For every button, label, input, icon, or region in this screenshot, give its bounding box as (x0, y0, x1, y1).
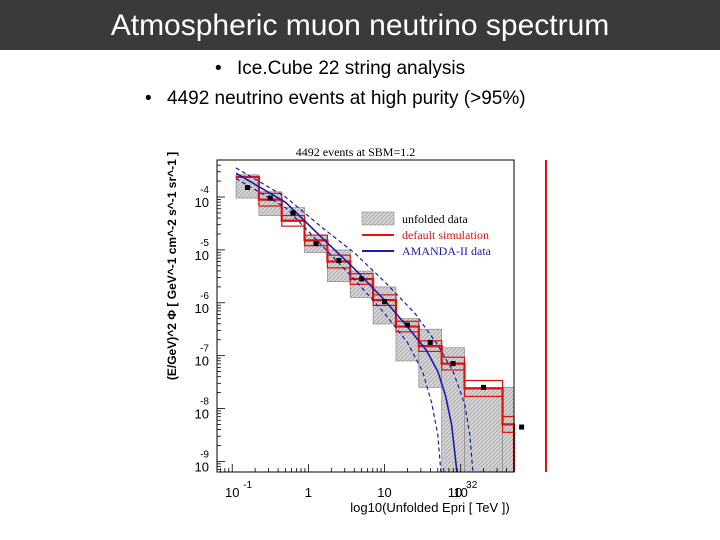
bullet-dot: • (145, 88, 152, 109)
bullet-text: Ice.Cube 22 string analysis (237, 58, 466, 79)
y-tick-label: 10 (195, 301, 209, 316)
unfolded-data-box (464, 387, 503, 473)
x-tick-label: 10 (225, 485, 239, 500)
data-point (336, 257, 342, 263)
legend-label: unfolded data (402, 212, 468, 226)
y-tick-exponent: -5 (200, 238, 209, 249)
bullet-text: 4492 neutrino events at high purity (>95… (167, 88, 526, 109)
unfolded-data-bands (217, 160, 515, 473)
data-point (290, 210, 296, 216)
data-point (519, 424, 525, 430)
data-point (450, 361, 456, 367)
bullet-item: • 4492 neutrino events at high purity (>9… (145, 88, 526, 110)
y-tick-exponent: -6 (200, 291, 209, 302)
chart-text: 4492 events at SBM=1.210 -1 1 10 10 210 310-41… (165, 145, 510, 515)
x-tick-exponent: -1 (243, 480, 252, 491)
unfolded-data-box (502, 387, 515, 473)
x-axis-label: log10(Unfolded Epri [ TeV ]) (350, 500, 509, 515)
data-point (404, 322, 410, 328)
x-tick-label: 10 (453, 485, 467, 500)
data-point (481, 384, 487, 390)
y-tick-exponent: -4 (200, 185, 209, 196)
amanda-central-line (235, 172, 458, 473)
x-tick-exponent: 3 (466, 480, 472, 491)
data-point (359, 276, 365, 282)
x-tick-exponent: 2 (472, 480, 478, 491)
y-tick-label: 10 (195, 248, 209, 263)
y-axis-label: (E/GeV)^2 Φ [ GeV^-1 cm^-2 s^-1 sr^-1 ] (165, 152, 179, 380)
bullet-item: • Ice.Cube 22 string analysis (215, 58, 465, 80)
legend-label: default simulation (402, 228, 489, 242)
data-point (382, 299, 388, 305)
amanda-lower-bound (235, 177, 442, 473)
unfolded-data-box (441, 347, 465, 473)
y-tick-label: 10 (195, 354, 209, 369)
amanda-upper-bound (235, 167, 474, 473)
x-tick-label: 1 (305, 485, 312, 500)
y-tick-label: 10 (195, 195, 209, 210)
legend: unfolded data default simulation AMANDA-II… (361, 211, 492, 258)
y-tick-exponent: -9 (200, 449, 209, 460)
slide-title: Atmospheric muon neutrino spectrum (0, 0, 720, 50)
y-tick-exponent: -8 (200, 397, 209, 408)
legend-label: AMANDA-II data (402, 244, 492, 258)
data-point (313, 241, 319, 247)
plot-border (216, 159, 515, 473)
data-point (267, 195, 273, 201)
y-tick-exponent: -7 (200, 344, 209, 355)
chart-title: 4492 events at SBM=1.2 (296, 145, 415, 159)
y-tick-label: 10 (195, 459, 209, 474)
data-point (244, 184, 250, 190)
x-tick-label: 10 (448, 485, 462, 500)
plot-frame (216, 159, 515, 473)
bullet-dot: • (215, 58, 222, 79)
x-tick-label: 10 (377, 485, 391, 500)
data-points (244, 184, 525, 430)
y-tick-label: 10 (195, 407, 209, 422)
legend-swatch-box (361, 211, 395, 226)
data-point (427, 339, 433, 345)
amanda-ii-curves (235, 167, 474, 473)
